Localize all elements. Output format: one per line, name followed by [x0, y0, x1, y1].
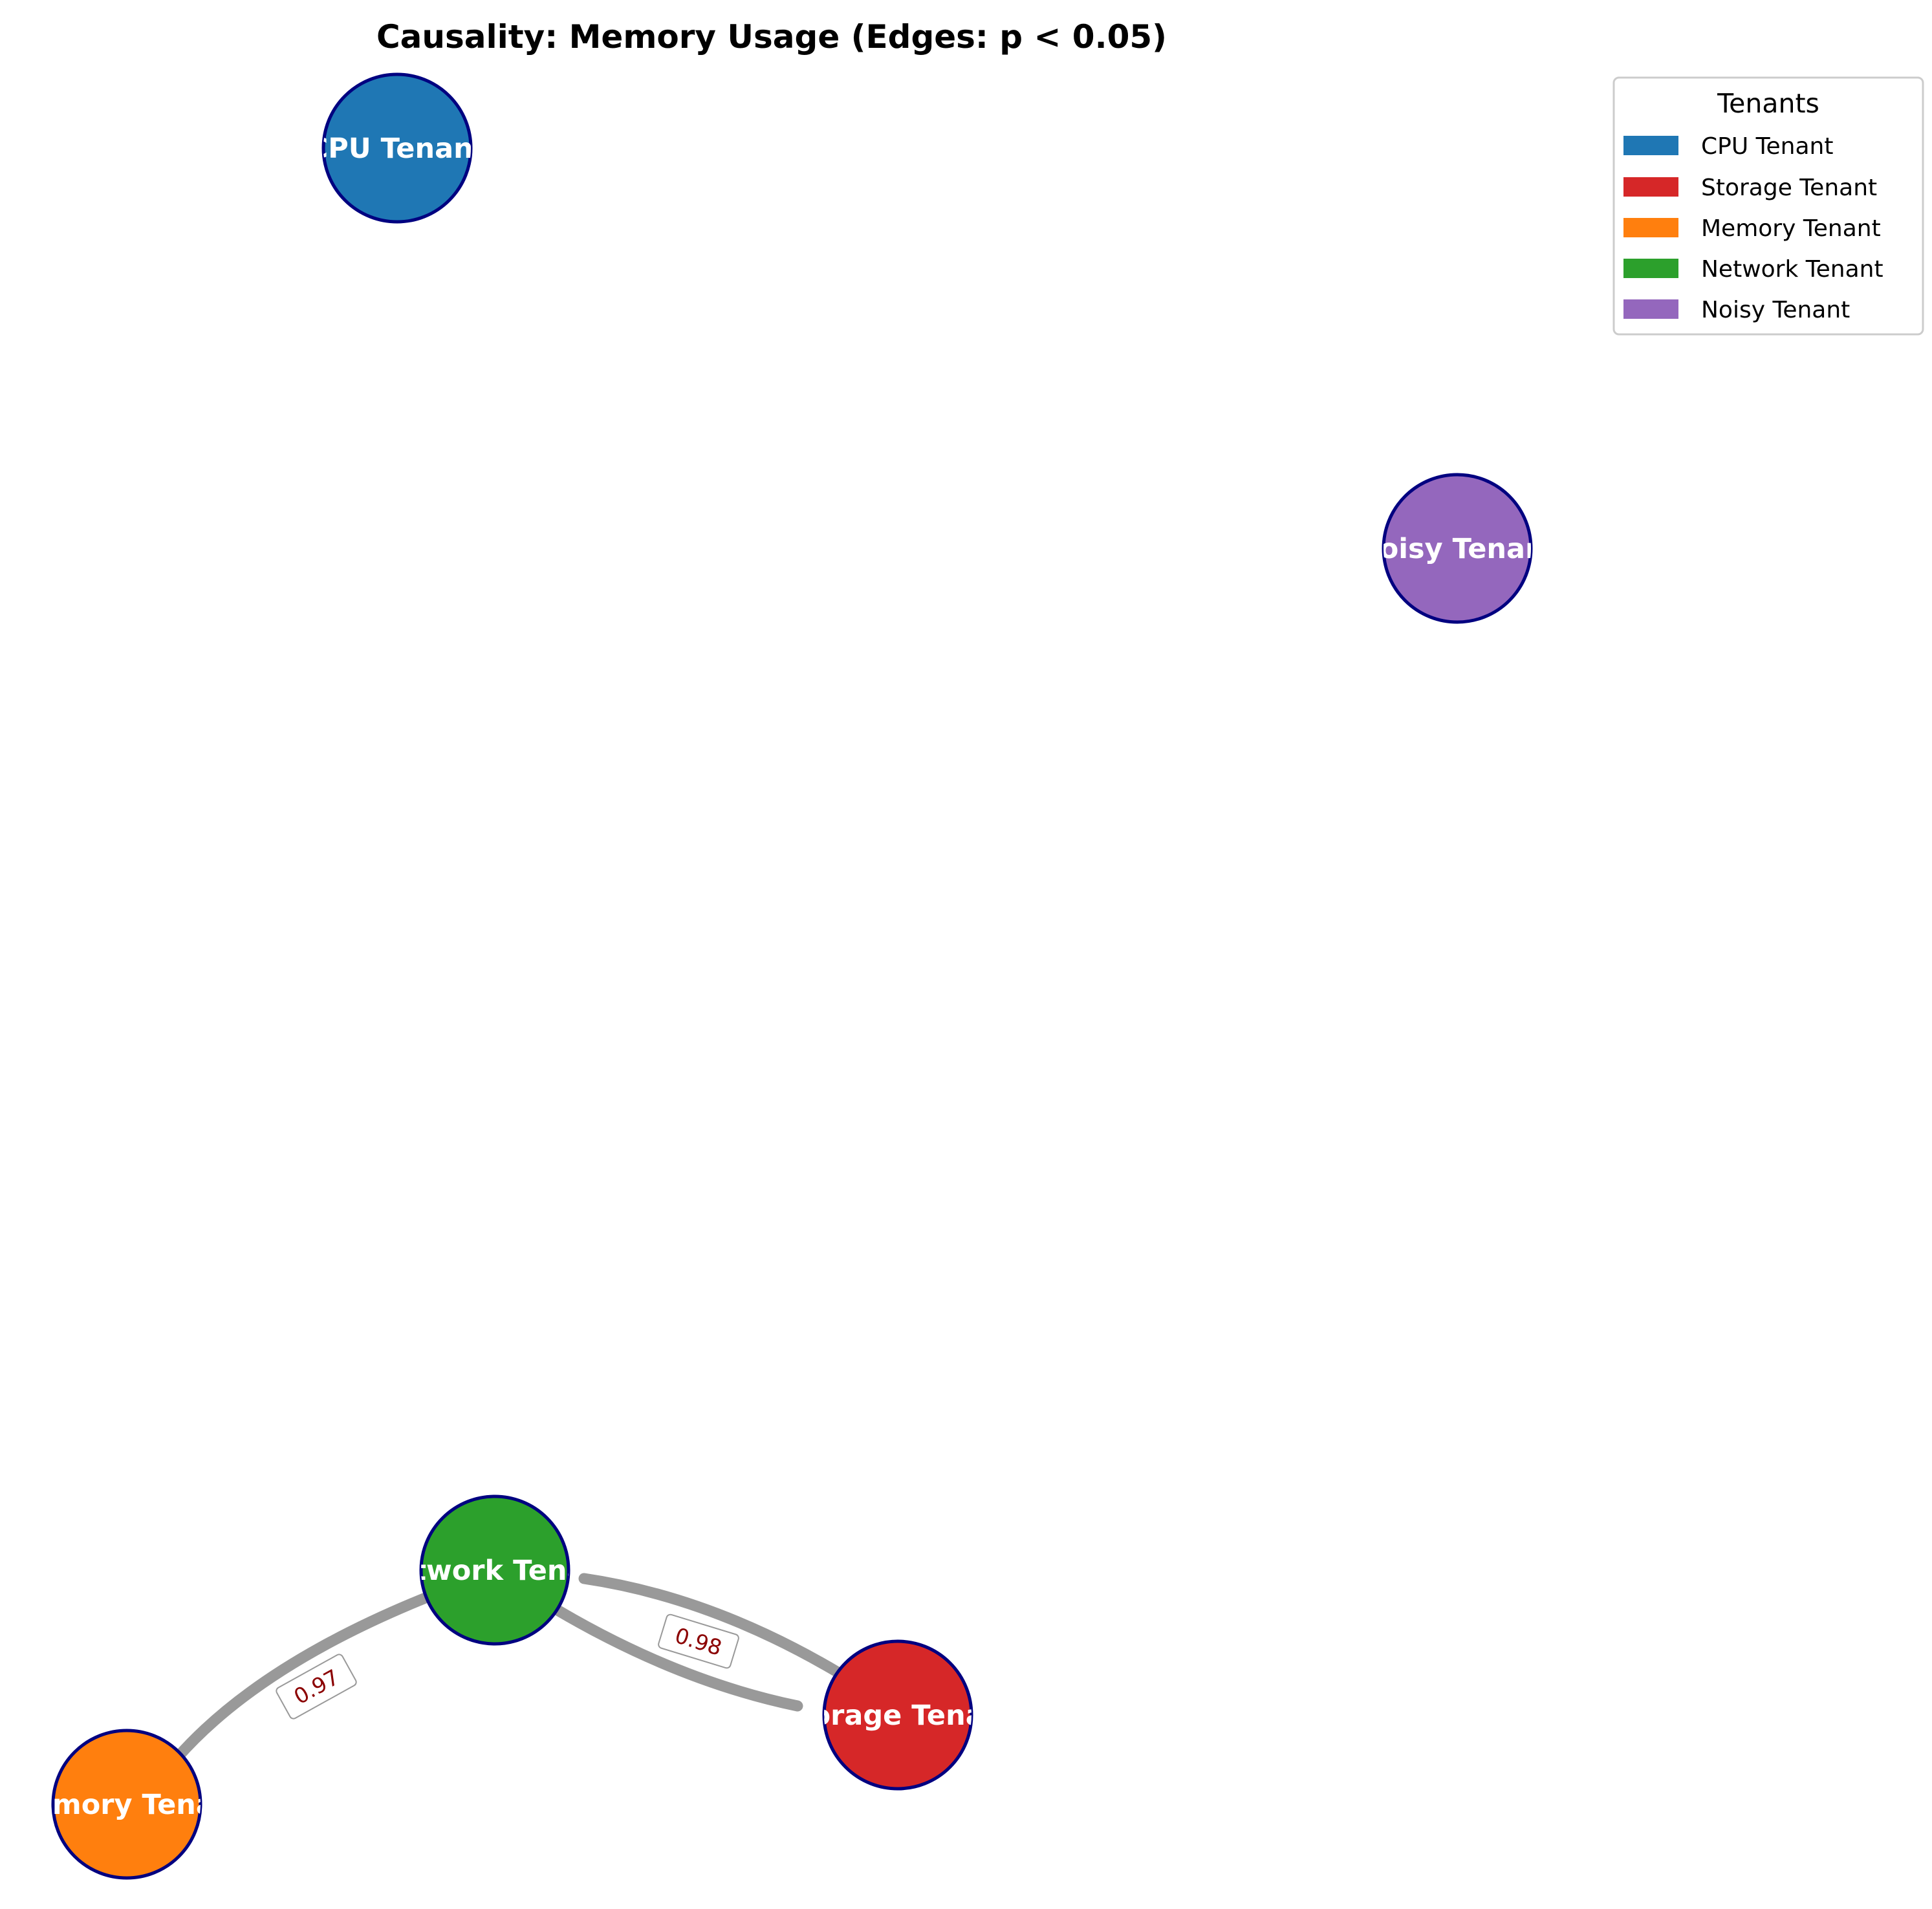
edge-label-network-storage: 0.98 — [658, 1613, 739, 1669]
node-label: Storage Tenant — [778, 1699, 1017, 1732]
node-noisy-circle — [1382, 473, 1533, 624]
edge-network-storage — [553, 1605, 803, 1712]
node-label: Memory Tenant — [6, 1789, 248, 1821]
legend-item: Storage Tenant — [1623, 175, 1877, 201]
legend: Tenants CPU Tenant Storage Tenant Memory… — [1612, 76, 1924, 336]
legend-swatch — [1623, 259, 1678, 278]
legend-item: Network Tenant — [1623, 256, 1883, 283]
legend-swatch — [1623, 136, 1678, 155]
edges — [171, 1573, 845, 1763]
node-network-circle — [419, 1494, 570, 1646]
legend-swatch — [1623, 218, 1678, 237]
legend-swatch — [1623, 177, 1678, 197]
chart-title: Causality: Memory Usage (Edges: p < 0.05… — [376, 18, 1167, 56]
node-memory-circle — [51, 1729, 202, 1880]
node-cpu-circle — [321, 72, 473, 224]
legend-item: CPU Tenant — [1623, 133, 1833, 160]
legend-frame — [1612, 76, 1924, 336]
node-label: Network Tenant — [371, 1555, 618, 1587]
legend-item: Noisy Tenant — [1623, 297, 1850, 323]
legend-label: Storage Tenant — [1701, 175, 1877, 201]
legend-label: Memory Tenant — [1701, 215, 1881, 242]
node-storage-tenant: Storage Tenant — [778, 1639, 1017, 1791]
node-cpu-tenant: CPU Tenant — [308, 72, 487, 224]
node-label: CPU Tenant — [308, 133, 487, 165]
node-storage-circle — [822, 1639, 973, 1791]
node-label: Noisy Tenant — [1356, 533, 1558, 565]
legend-label: Network Tenant — [1701, 256, 1883, 283]
legend-label: CPU Tenant — [1701, 133, 1833, 160]
legend-swatch — [1623, 299, 1678, 319]
node-memory-tenant: Memory Tenant — [6, 1729, 248, 1880]
legend-label: Noisy Tenant — [1701, 297, 1850, 323]
node-noisy-tenant: Noisy Tenant — [1356, 473, 1558, 624]
node-network-tenant: Network Tenant — [371, 1494, 618, 1646]
edge-network-memory — [171, 1591, 433, 1763]
edge-storage-network — [578, 1573, 845, 1679]
legend-item: Memory Tenant — [1623, 215, 1881, 242]
legend-title: Tenants — [1717, 88, 1819, 119]
